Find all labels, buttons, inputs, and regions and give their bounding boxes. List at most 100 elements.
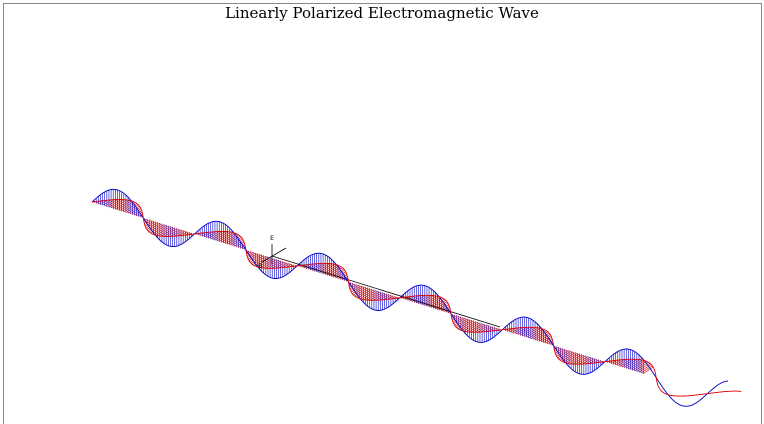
b-hatch: [177, 230, 186, 237]
b-hatch: [156, 226, 171, 236]
b-hatch: [619, 358, 632, 367]
b-hatch: [136, 211, 143, 217]
b-hatch: [471, 323, 485, 333]
b-hatch: [539, 334, 551, 342]
b-hatch: [265, 259, 279, 269]
b-hatch: [509, 327, 516, 333]
b-hatch: [563, 352, 578, 363]
b-hatch: [565, 353, 580, 364]
b-hatch: [246, 251, 254, 257]
b-hatch: [643, 366, 654, 374]
b-hatch: [143, 218, 148, 222]
b-hatch: [593, 359, 599, 364]
b-hatch: [254, 256, 269, 266]
b-hatch: [362, 290, 377, 300]
b-hatch: [488, 327, 495, 332]
b-hatch: [570, 354, 585, 365]
b-hatch: [452, 315, 459, 321]
b-hatch: [370, 292, 383, 301]
b-hatch: [134, 210, 142, 216]
b-hatch: [339, 274, 348, 280]
b-hatch: [170, 229, 182, 237]
b-hatch: [242, 246, 246, 250]
b-hatch: [335, 271, 346, 279]
b-hatch: [452, 316, 462, 323]
b-hatch: [357, 288, 373, 299]
b-hatch: [466, 322, 481, 332]
wave: [91, 188, 742, 407]
b-hatch: [575, 356, 589, 365]
b-hatch: [210, 231, 223, 240]
b-hatch: [555, 348, 563, 354]
b-hatch: [541, 335, 552, 343]
b-hatch: [359, 289, 375, 300]
b-hatch: [231, 238, 243, 246]
b-hatch: [206, 231, 216, 238]
b-hatch: [364, 290, 379, 301]
b-hatch: [554, 346, 559, 351]
e-field: [91, 188, 728, 407]
b-hatch: [278, 262, 288, 269]
propagation-axis: [271, 255, 501, 328]
b-hatch: [167, 228, 180, 237]
b-hatch: [547, 340, 553, 345]
b-hatch: [352, 286, 364, 294]
b-hatch: [561, 352, 576, 362]
b-hatch: [545, 338, 553, 344]
b-hatch: [173, 230, 184, 237]
b-hatch: [164, 228, 177, 237]
b-hatch: [484, 326, 493, 333]
b-hatch: [248, 253, 260, 262]
b-hatch: [158, 226, 173, 237]
b-hatch: [376, 293, 387, 301]
b-hatch: [517, 326, 530, 335]
title: Linearly Polarized Electromagnetic Wave: [225, 4, 539, 22]
b-hatch: [147, 222, 161, 232]
b-hatch: [459, 320, 474, 330]
b-hatch: [383, 294, 392, 300]
b-hatch: [379, 294, 389, 301]
b-hatch: [268, 260, 281, 269]
b-hatch: [271, 261, 283, 269]
b-hatch: [233, 240, 244, 247]
b-hatch: [367, 291, 381, 301]
b-hatch: [456, 319, 470, 328]
b-hatch: [582, 357, 593, 365]
b-hatch: [411, 295, 422, 302]
b-hatch: [474, 324, 487, 333]
b-hatch: [373, 292, 385, 301]
b-hatch: [238, 243, 245, 248]
b-hatch: [249, 254, 262, 263]
b-hatch: [152, 224, 167, 235]
b-hatch: [161, 227, 175, 237]
b-hatch: [181, 231, 188, 236]
b-hatch: [106, 199, 119, 207]
b-hatch: [463, 321, 479, 332]
b-hatch: [145, 220, 154, 227]
axis-b: [261, 247, 287, 263]
b-hatch: [351, 285, 362, 293]
b-hatch: [258, 257, 273, 268]
b-hatch: [453, 317, 464, 324]
b-hatch: [202, 231, 209, 237]
b-hatch: [275, 261, 286, 269]
b-hatch: [451, 315, 457, 319]
b-hatch: [282, 263, 290, 268]
b-hatch: [572, 355, 587, 365]
b-hatch: [387, 295, 394, 300]
b-hatch: [461, 321, 476, 331]
b-field: [91, 199, 742, 397]
b-hatch: [414, 295, 426, 303]
b-hatch: [246, 250, 250, 253]
b-hatch: [341, 276, 348, 281]
b-hatch: [145, 221, 156, 229]
b-hatch: [248, 253, 258, 260]
b-hatch: [557, 350, 570, 359]
b-hatch: [100, 199, 108, 205]
b-hatch: [451, 314, 455, 318]
b-hatch: [549, 342, 554, 345]
b-hatch: [349, 283, 356, 288]
b-hatch: [443, 307, 450, 312]
b-hatch: [144, 219, 150, 224]
